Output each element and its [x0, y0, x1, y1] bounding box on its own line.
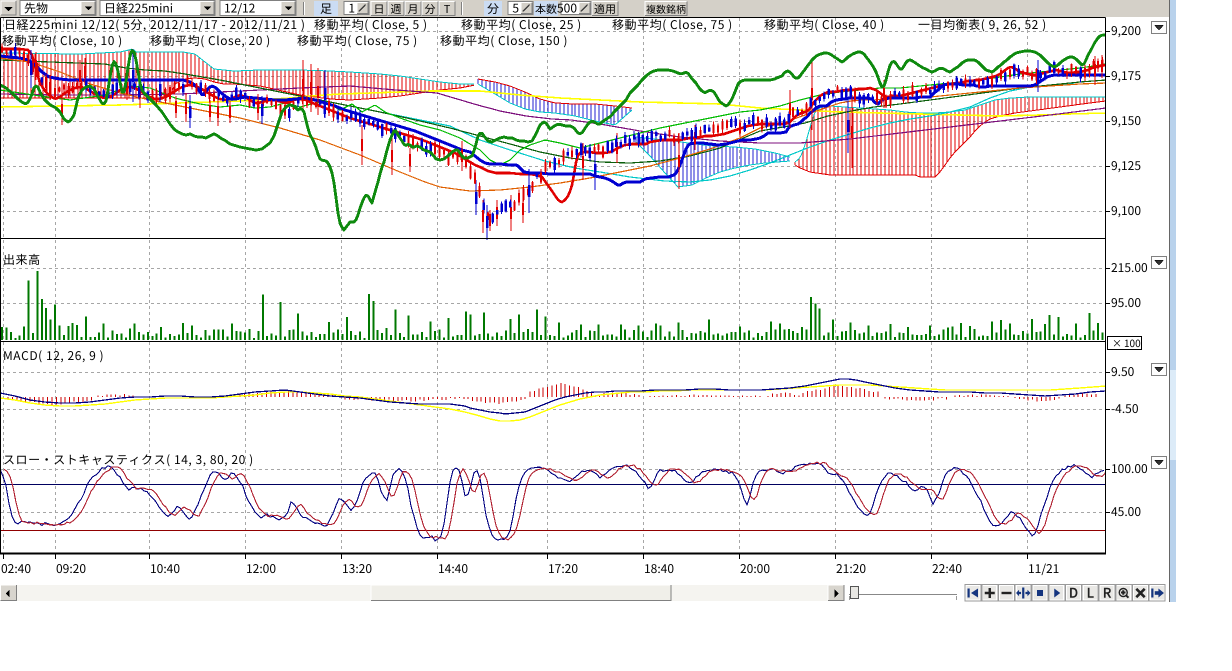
- svg-text:週: 週: [391, 1, 402, 17]
- svg-text:移動平均( Close, 5 ): 移動平均( Close, 5 ): [314, 16, 428, 33]
- svg-text:09:20: 09:20: [56, 560, 86, 577]
- svg-text:移動平均( Close, 25 ): 移動平均( Close, 25 ): [461, 16, 582, 33]
- svg-text:移動平均( Close, 150 ): 移動平均( Close, 150 ): [440, 32, 568, 49]
- svg-text:1: 1: [348, 0, 355, 17]
- svg-text:T: T: [444, 1, 451, 17]
- svg-text:100: 100: [1124, 335, 1141, 350]
- svg-text:L: L: [1087, 583, 1094, 602]
- svg-text:先物: 先物: [24, 0, 48, 17]
- svg-text:移動平均( Close, 10 ): 移動平均( Close, 10 ): [2, 32, 123, 49]
- svg-text:移動平均( Close, 75 ): 移動平均( Close, 75 ): [612, 16, 733, 33]
- svg-text:10:40: 10:40: [150, 560, 180, 577]
- svg-text:適用: 適用: [594, 1, 616, 17]
- svg-text:9,150: 9,150: [1111, 112, 1141, 129]
- svg-text:500: 500: [557, 0, 577, 17]
- svg-text:21:20: 21:20: [836, 560, 866, 577]
- svg-text:215.00: 215.00: [1111, 259, 1148, 276]
- svg-text:移動平均( Close, 75 ): 移動平均( Close, 75 ): [297, 32, 418, 49]
- svg-text:100.00: 100.00: [1111, 460, 1148, 477]
- svg-text:分: 分: [487, 0, 499, 17]
- svg-text:13:20: 13:20: [342, 560, 372, 577]
- svg-text:一目均衡表( 9, 26, 52 ): 一目均衡表( 9, 26, 52 ): [918, 16, 1047, 33]
- svg-text:-4.50: -4.50: [1111, 400, 1139, 417]
- svg-text:スロー・ストキャスティクス( 14, 3, 80, 20 ): スロー・ストキャスティクス( 14, 3, 80, 20 ): [3, 451, 254, 468]
- svg-text:MACD( 12, 26, 9 ): MACD( 12, 26, 9 ): [3, 347, 104, 364]
- svg-text:分: 分: [425, 1, 436, 17]
- svg-text:02:40: 02:40: [1, 560, 31, 577]
- svg-text:本数: 本数: [535, 1, 557, 17]
- svg-text:9.50: 9.50: [1111, 363, 1135, 380]
- svg-text:D: D: [1069, 583, 1078, 602]
- svg-text:日経225mini 12/12( 5分, 2012/11/1: 日経225mini 12/12( 5分, 2012/11/17 - 2012/1…: [4, 16, 305, 33]
- svg-text:月: 月: [408, 1, 419, 17]
- svg-text:18:40: 18:40: [644, 560, 674, 577]
- svg-text:複数銘柄: 複数銘柄: [646, 1, 686, 16]
- svg-text:45.00: 45.00: [1111, 503, 1141, 520]
- svg-text:日経225mini: 日経225mini: [104, 0, 173, 17]
- svg-text:出来高: 出来高: [3, 251, 41, 268]
- svg-text:×: ×: [1112, 335, 1122, 350]
- svg-text:11/21: 11/21: [1028, 560, 1059, 577]
- svg-text:95.00: 95.00: [1111, 294, 1141, 311]
- svg-text:R: R: [1103, 583, 1112, 602]
- svg-text:9,200: 9,200: [1111, 22, 1141, 39]
- svg-text:9,175: 9,175: [1111, 67, 1141, 84]
- svg-text:5: 5: [512, 0, 519, 17]
- svg-text:日: 日: [374, 1, 385, 17]
- svg-text:20:00: 20:00: [740, 560, 770, 577]
- svg-text:14:40: 14:40: [438, 560, 468, 577]
- svg-text:17:20: 17:20: [548, 560, 578, 577]
- svg-text:12:00: 12:00: [246, 560, 276, 577]
- svg-text:22:40: 22:40: [932, 560, 962, 577]
- svg-text:9,100: 9,100: [1111, 202, 1141, 219]
- svg-text:移動平均( Close, 20 ): 移動平均( Close, 20 ): [150, 32, 271, 49]
- svg-text:9,125: 9,125: [1111, 157, 1141, 174]
- svg-text:足: 足: [320, 0, 332, 17]
- svg-text:12/12: 12/12: [224, 0, 256, 17]
- svg-text:移動平均( Close, 40 ): 移動平均( Close, 40 ): [764, 16, 885, 33]
